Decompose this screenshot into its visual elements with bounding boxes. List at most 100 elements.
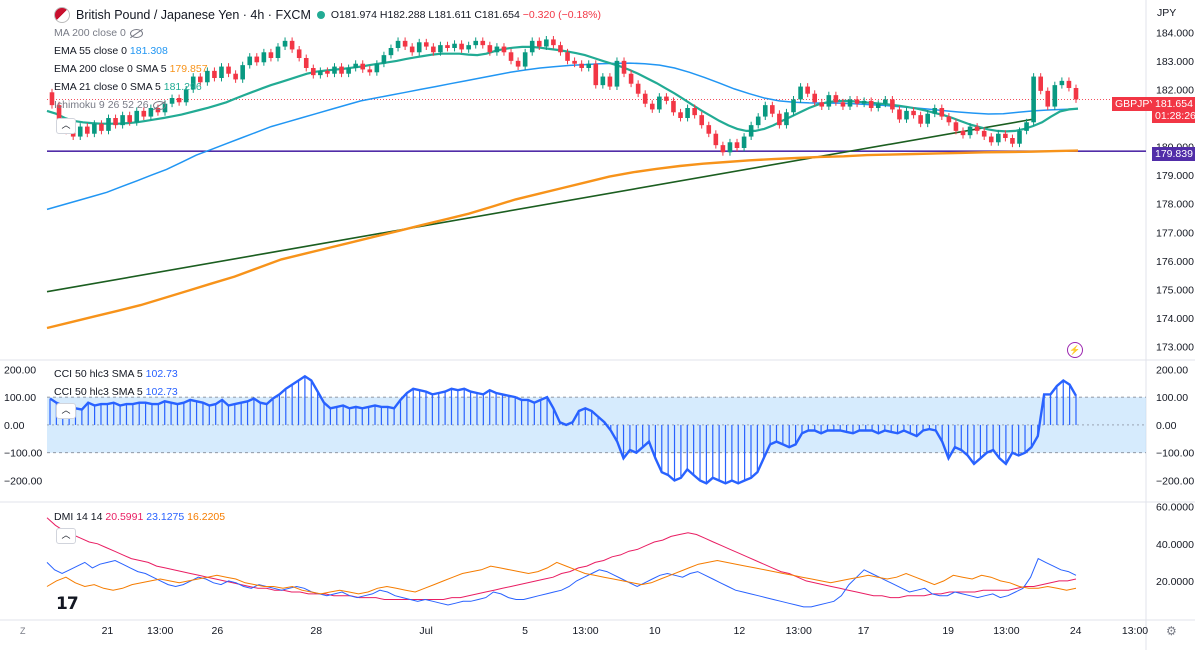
candle-body (635, 83, 641, 94)
candle-body (169, 98, 175, 104)
candle-body (296, 49, 302, 58)
candle-body (974, 126, 980, 131)
cci-value: 102.73 (145, 368, 178, 380)
symbol-header[interactable]: British Pound / Japanese Yen · 4h · FXCM… (54, 7, 601, 23)
legend-ichimoku[interactable]: Ichimoku 9 26 52 26 (54, 99, 166, 111)
candle-body (762, 105, 768, 117)
candle-body (254, 56, 260, 63)
cci-tick-label-left: 0.00 (4, 420, 25, 432)
cci-label: CCI 50 hlc3 SMA 5 (54, 368, 143, 380)
ohlc-readout: O181.974 H182.288 L181.611 C181.654 −0.3… (331, 9, 601, 21)
candle-body (374, 63, 380, 73)
candle-body (642, 93, 648, 104)
time-tick-label: 19 (942, 625, 954, 637)
cci-line (49, 374, 1078, 485)
legend-ema55[interactable]: EMA 55 close 0 181.308 (54, 45, 168, 57)
candle-body (346, 68, 351, 74)
candle-body (868, 100, 874, 108)
cci-tick-label: 200.00 (1156, 364, 1188, 376)
price-tick-label: 178.000 (1156, 199, 1194, 211)
dmi-minus-value: 20.5991 (105, 511, 144, 523)
candle-body (487, 45, 493, 53)
candle-body (586, 63, 592, 68)
ema55-value: 181.308 (129, 45, 168, 57)
candle-body (275, 46, 281, 58)
cci-tick-label-left: −200.00 (4, 476, 42, 488)
candle-body (120, 115, 125, 126)
candle-body (565, 52, 570, 61)
legend-cci-1[interactable]: CCI 50 hlc3 SMA 5 102.73 (54, 368, 178, 380)
legend-ema200[interactable]: EMA 200 close 0 SMA 5 179.857 (54, 63, 208, 75)
candle-body (438, 45, 443, 53)
cci-tick-label: −100.00 (1156, 448, 1194, 460)
candle-body (522, 52, 528, 67)
candle-body (240, 65, 245, 80)
candle-body (784, 112, 789, 126)
time-tick-label: 10 (649, 625, 661, 637)
ichimoku-label: Ichimoku 9 26 52 26 (54, 99, 149, 111)
alert-bolt-icon[interactable]: ⚡ (1067, 342, 1083, 358)
candle-body (261, 52, 267, 63)
candle-body (593, 63, 599, 86)
candle-body (106, 118, 111, 131)
candle-body (741, 136, 747, 148)
candle-body (551, 39, 556, 46)
collapse-dmi-legend-button[interactable]: ︿ (56, 528, 76, 544)
legend-dmi[interactable]: DMI 14 14 20.5991 23.1275 16.2205 (54, 511, 225, 523)
cci-value: 102.73 (145, 386, 178, 398)
candle-body (226, 66, 231, 74)
collapse-legend-button[interactable]: ︿ (56, 118, 76, 134)
legend-cci-2[interactable]: CCI 50 hlc3 SMA 5 102.73 (54, 386, 178, 398)
candle-body (854, 99, 860, 104)
time-tick-label: 21 (102, 625, 114, 637)
candle-body (953, 122, 959, 131)
price-tick-label: 175.000 (1156, 284, 1194, 296)
ema200-label: EMA 200 close 0 SMA 5 (54, 63, 167, 75)
price-tick-label: 176.000 (1156, 256, 1194, 268)
candle-body (925, 113, 930, 124)
candle-body (685, 108, 690, 118)
candle-body (996, 133, 1001, 143)
candle-body (1017, 130, 1022, 144)
legend-ema21[interactable]: EMA 21 close 0 SMA 5 181.296 (54, 81, 202, 93)
candle-body (798, 86, 803, 100)
hidden-eye-icon[interactable] (129, 28, 143, 38)
candle-body (607, 76, 613, 87)
time-tick-label: 5 (522, 625, 528, 637)
time-tick-label: Jul (419, 625, 432, 637)
zoom-icon[interactable]: Z (20, 626, 26, 636)
time-tick-label: 24 (1070, 625, 1082, 637)
cci-tick-label: 0.00 (1156, 420, 1177, 432)
dmi-tick-label: 40.0000 (1156, 539, 1194, 551)
candle-body (282, 40, 288, 47)
dmi-plus-value: 23.1275 (146, 511, 185, 523)
candle-body (777, 113, 782, 126)
candle-body (600, 76, 606, 86)
settings-gear-icon[interactable]: ⚙ (1166, 624, 1177, 638)
collapse-cci-legend-button[interactable]: ︿ (56, 403, 76, 419)
candle-body (1059, 80, 1065, 86)
last-price: 181.654 (1155, 98, 1193, 110)
candle-body (134, 110, 140, 123)
candle-body (706, 125, 712, 134)
candle-body (339, 66, 344, 74)
price-tick-label: 179.000 (1156, 170, 1194, 182)
low-value: L181.611 (428, 9, 472, 21)
candle-body (536, 40, 542, 47)
candle-body (155, 108, 161, 113)
candle-body (212, 70, 217, 78)
hidden-eye-icon[interactable] (152, 100, 166, 110)
candle-body (332, 66, 337, 74)
candle-body (544, 39, 549, 47)
candle-body (162, 103, 168, 113)
candle-body (416, 42, 422, 53)
candle-body (183, 89, 189, 103)
candle-body (664, 96, 669, 101)
legend-ma200[interactable]: MA 200 close 0 (54, 27, 143, 39)
dmi-plus-line (46, 557, 1077, 608)
price-tick-label: 183.000 (1156, 56, 1194, 68)
candle-body (748, 125, 754, 137)
cci-label: CCI 50 hlc3 SMA 5 (54, 386, 143, 398)
candle-body (791, 99, 796, 113)
